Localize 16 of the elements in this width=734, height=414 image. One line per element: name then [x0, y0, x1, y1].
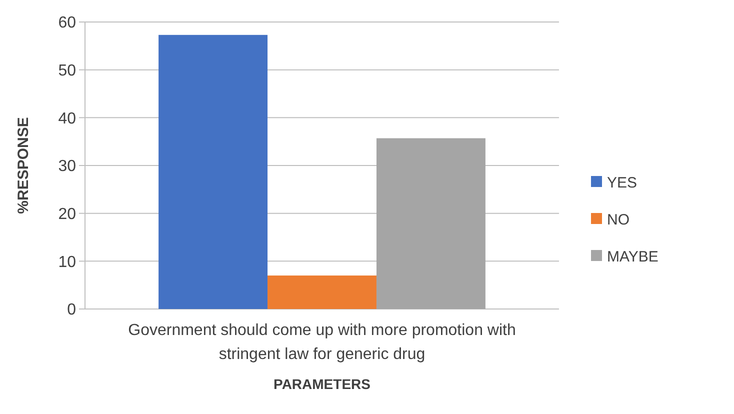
y-tick-label: 0 — [67, 302, 76, 319]
y-tick-label: 50 — [58, 62, 76, 80]
bar — [268, 276, 376, 309]
y-tick-label: 60 — [58, 14, 76, 32]
x-tick-label: Government should come up with more promotion with stringent law for generic drug — [128, 322, 516, 363]
y-tick-label: 20 — [58, 206, 76, 223]
y-tick-label: 30 — [58, 158, 76, 176]
legend-label: MAYBE — [607, 248, 658, 266]
legend-label: YES — [607, 174, 638, 192]
y-tick-label: 10 — [58, 254, 76, 271]
legend-label: NO — [607, 211, 630, 228]
x-axis-title: PARAMETERS — [274, 376, 370, 392]
bar — [158, 34, 268, 309]
y-axis-title: %RESPONSE — [15, 117, 32, 214]
bar — [376, 138, 486, 309]
y-tick-label: 40 — [58, 110, 76, 128]
